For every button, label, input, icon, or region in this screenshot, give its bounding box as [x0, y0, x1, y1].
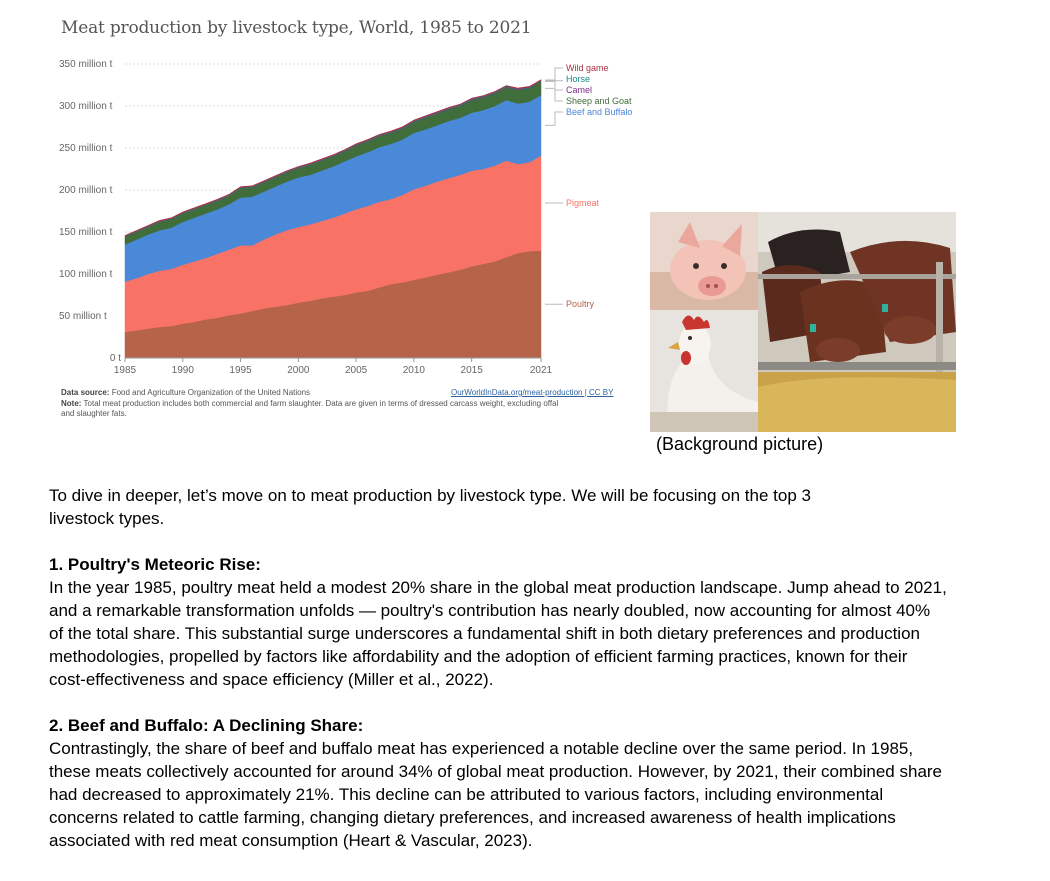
paragraph-line: In the year 1985, poultry meat held a mo…: [49, 578, 947, 597]
y-tick-label: 300 million t: [59, 101, 113, 112]
paragraph-line: and a remarkable transformation unfolds …: [49, 601, 931, 620]
background-picture: [650, 212, 956, 432]
series-label: Horse: [566, 74, 590, 84]
section-heading-beef: 2. Beef and Buffalo: A Declining Share:: [49, 716, 364, 735]
note-line: Note: Total meat production includes bot…: [61, 399, 558, 408]
paragraph-line: Contrastingly, the share of beef and buf…: [49, 739, 914, 758]
series-label-connector: [545, 111, 563, 126]
x-tick-label: 1985: [114, 365, 137, 376]
chicken-photo: [650, 310, 758, 432]
y-tick-label: 150 million t: [59, 227, 113, 238]
paragraph-line: of the total share. This substantial sur…: [49, 624, 920, 643]
series-label: Beef and Buffalo: [566, 107, 632, 117]
chart-panel: 0 t 50 million t 100 million t 150 million …: [0, 0, 650, 430]
section-heading-poultry: 1. Poultry's Meteoric Rise:: [49, 555, 261, 574]
y-tick-label: 200 million t: [59, 185, 113, 196]
series-label: Wild game: [566, 63, 609, 73]
article-text: To dive in deeper, let’s move on to meat…: [49, 484, 1009, 852]
x-tick-label: 2000: [287, 365, 310, 376]
x-tick-label: 1995: [229, 365, 252, 376]
cattle-photo: [758, 212, 956, 432]
pig-photo: [650, 212, 758, 310]
intro-line: To dive in deeper, let’s move on to meat…: [49, 486, 811, 505]
y-tick-label: 0 t: [110, 353, 121, 364]
area-layer: [124, 79, 542, 359]
paragraph-line: these meats collectively accounted for a…: [49, 762, 943, 781]
y-tick-label: 50 million t: [59, 311, 107, 322]
paragraph-line: associated with red meat consumption (He…: [49, 831, 533, 850]
y-tick-label: 350 million t: [59, 59, 113, 70]
data-source-label: Data source:: [61, 388, 110, 397]
x-tick-label: 2005: [345, 365, 368, 376]
note-text: Total meat production includes both comm…: [83, 399, 559, 408]
data-source-line: Data source: Food and Agriculture Organi…: [61, 388, 310, 397]
note-label: Note:: [61, 399, 82, 408]
x-tick-label: 1990: [172, 365, 195, 376]
series-label: Camel: [566, 85, 592, 95]
x-tick-label: 2021: [530, 365, 553, 376]
area-chart: 0 t 50 million t 100 million t 150 million …: [59, 59, 632, 376]
x-tick-label: 2015: [461, 365, 484, 376]
background-picture-caption: (Background picture): [656, 434, 824, 454]
series-label-connector: [545, 80, 563, 91]
series-label-connector: [545, 67, 563, 81]
source-link[interactable]: OurWorldInData.org/meat-production | CC …: [451, 388, 614, 397]
chart-title: Meat production by livestock type, World…: [61, 18, 532, 38]
y-tick-label: 250 million t: [59, 143, 113, 154]
data-source-text: Food and Agriculture Organization of the…: [111, 388, 311, 397]
series-label: Sheep and Goat: [566, 96, 632, 106]
series-label: Poultry: [566, 299, 595, 309]
paragraph-line: concerns related to cattle farming, chan…: [49, 808, 896, 827]
paragraph-line: methodologies, propelled by factors like…: [49, 647, 908, 666]
x-tick-label: 2010: [403, 365, 426, 376]
y-tick-label: 100 million t: [59, 269, 113, 280]
series-label-connector: [545, 87, 563, 102]
area-wild-game: [124, 79, 542, 237]
axis-layer: 0 t 50 million t 100 million t 150 million …: [59, 59, 553, 376]
intro-line: livestock types.: [49, 509, 165, 528]
paragraph-line: had decreased to approximately 21%. This…: [49, 785, 884, 804]
paragraph-line: cost-effectiveness and space efficiency …: [49, 670, 494, 689]
note-line-2: and slaughter fats.: [61, 409, 127, 418]
series-label: Pigmeat: [566, 198, 600, 208]
